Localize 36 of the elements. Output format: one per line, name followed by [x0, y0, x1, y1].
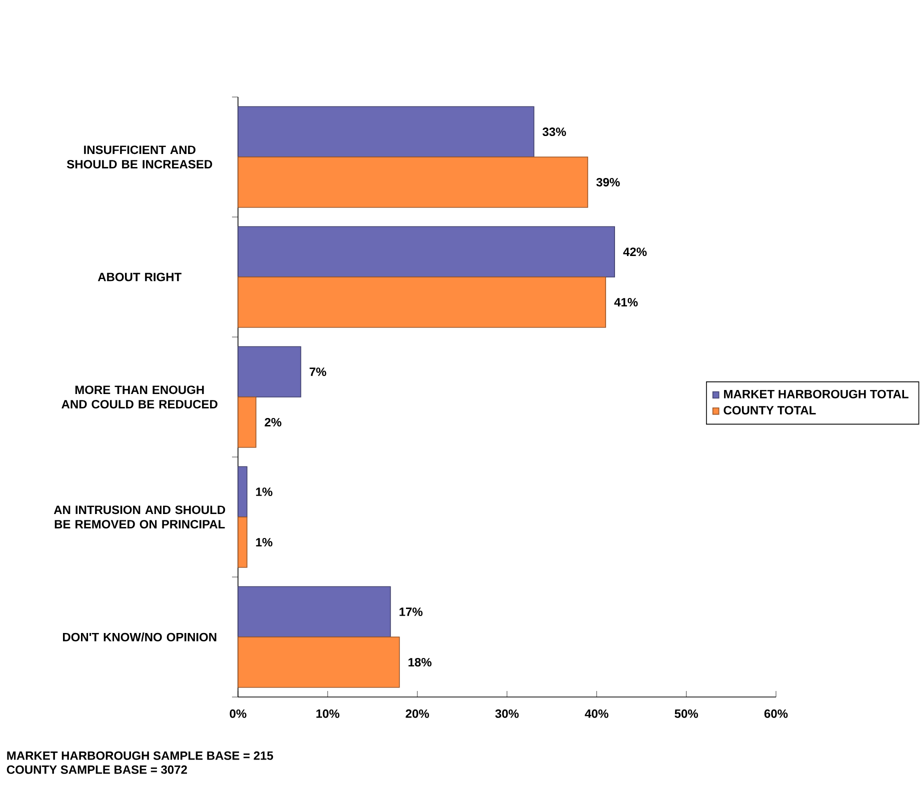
text: MARKET HARBOROUGH SAMPLE BASE = 215: [7, 751, 274, 760]
x-tick-label: 30%: [495, 709, 519, 718]
data-label: 39%: [596, 178, 620, 186]
data-label: 17%: [400, 608, 423, 616]
data-label: 42%: [623, 248, 647, 256]
data-label: 18%: [408, 658, 432, 666]
y-tick-label: MORE THAN ENOUGH AND COULD BE REDUCED: [62, 386, 218, 408]
x-tick-label: 10%: [316, 709, 340, 718]
bar: [238, 396, 256, 448]
x-tick-label: 20%: [406, 709, 430, 718]
x-tick-label: 0%: [230, 709, 246, 718]
data-label: 33%: [542, 128, 566, 136]
y-tick-label: AN INTRUSION AND SHOULD BE REMOVED ON PRINCIPAL: [54, 506, 226, 528]
data-label: 41%: [614, 298, 638, 306]
bar: [238, 226, 615, 278]
x-tick-label: 50%: [674, 709, 698, 718]
bar: [238, 466, 248, 518]
bar: [238, 276, 606, 328]
data-label: 1%: [256, 488, 272, 496]
bar: [238, 156, 588, 208]
bar: [238, 586, 391, 638]
y-tick-label: ABOUT RIGHT: [98, 272, 182, 282]
legend-label: MARKET HARBOROUGH TOTAL: [724, 390, 908, 398]
text: COUNTY SAMPLE BASE = 3072: [6, 765, 187, 774]
legend-label: COUNTY TOTAL: [724, 406, 816, 415]
bar: [238, 516, 248, 568]
data-label: 7%: [310, 368, 326, 376]
y-tick-label: INSUFFICIENT AND SHOULD BE INCREASED: [66, 146, 212, 168]
bar: [238, 636, 400, 688]
x-tick-label: 60%: [764, 709, 788, 718]
data-label: 2%: [264, 418, 282, 426]
data-label: 1%: [256, 538, 272, 546]
y-tick-label: DON'T KNOW/NO OPINION: [62, 632, 216, 642]
bar: [238, 346, 302, 398]
bar: [238, 106, 534, 158]
x-tick-label: 40%: [584, 709, 608, 718]
